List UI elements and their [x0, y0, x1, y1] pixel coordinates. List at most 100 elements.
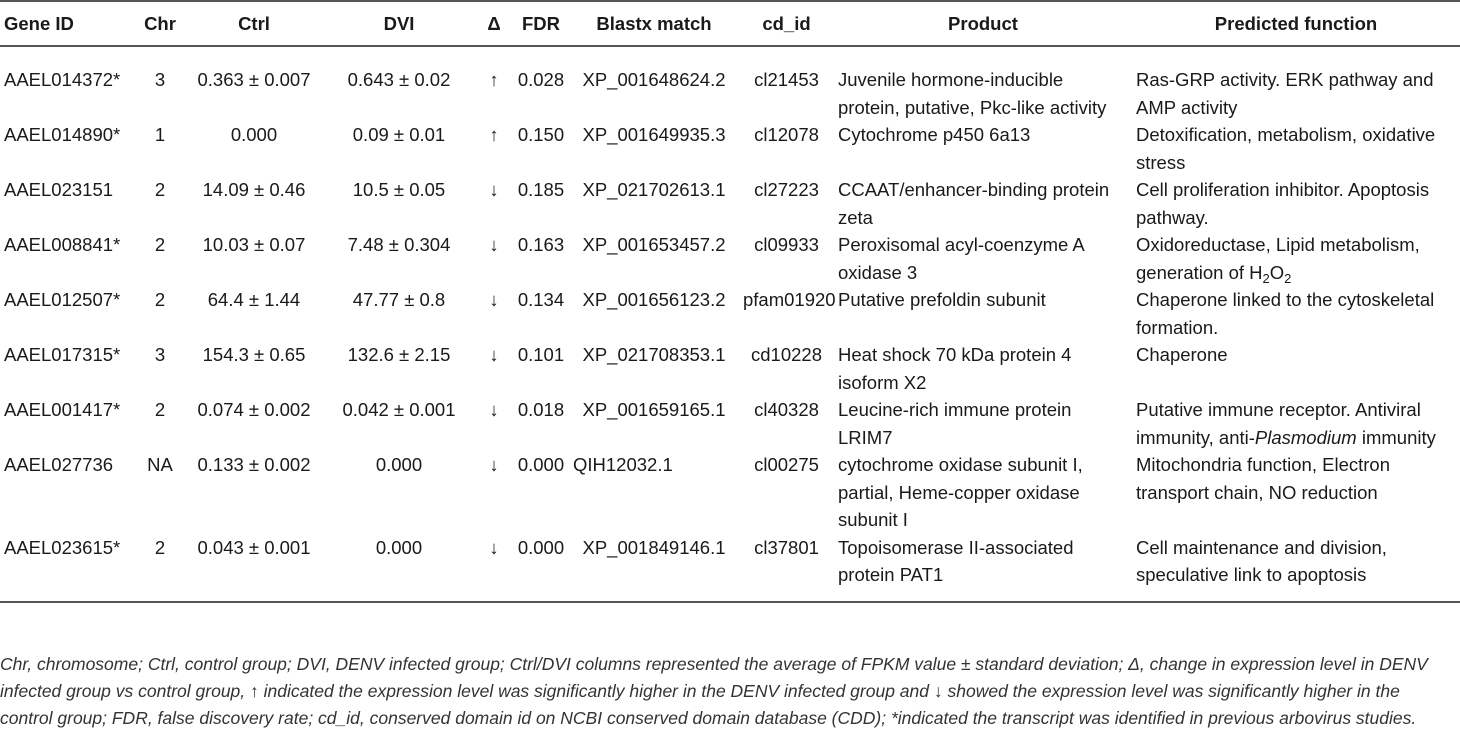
function-text: Putative immune receptor. Antiviral immu…: [1136, 399, 1421, 448]
cell-cd-id: cl12078: [754, 124, 819, 145]
cell-ctrl: 0.000: [230, 124, 278, 145]
table-row: AAEL008841* 2 10.03 ± 0.07 7.48 ± 0.304 …: [0, 231, 1460, 286]
cell-fdr: 0.134: [517, 289, 565, 310]
cell-product: Leucine-rich immune protein LRIM7: [838, 399, 1072, 448]
cell-blastx: XP_021708353.1: [582, 344, 726, 365]
cell-dvi: 0.09 ± 0.01: [352, 124, 446, 145]
cell-dvi: 0.000: [375, 454, 423, 475]
cell-predicted-function: Cell maintenance and division, speculati…: [1132, 533, 1460, 603]
cell-dvi: 0.042 ± 0.001: [342, 399, 456, 420]
cell-fdr: 0.101: [517, 344, 565, 365]
cell-predicted-function: Ras-GRP activity. ERK pathway and AMP ac…: [1136, 69, 1434, 118]
cell-dvi: 132.6 ± 2.15: [347, 344, 451, 365]
cell-fdr: 0.028: [517, 69, 565, 90]
header-product: Product: [834, 0, 1132, 47]
cell-fdr: 0.000: [513, 533, 569, 603]
cell-ctrl: 64.4 ± 1.44: [207, 289, 301, 310]
table-row: AAEL012507* 2 64.4 ± 1.44 47.77 ± 0.8 ↓ …: [0, 286, 1460, 341]
function-text-end: immunity: [1356, 426, 1436, 448]
cell-cd-id: cl09933: [754, 234, 819, 255]
function-italic-text: Plasmodium: [1254, 426, 1357, 448]
header-predicted-function: Predicted function: [1132, 0, 1460, 47]
cell-product: Heat shock 70 kDa protein 4 isoform X2: [838, 344, 1072, 393]
cell-product: Peroxisomal acyl-coenzyme A oxidase 3: [838, 234, 1084, 283]
cell-chr: 3: [154, 344, 166, 365]
cell-chr: 2: [154, 234, 166, 255]
cell-fdr: 0.000: [517, 454, 565, 475]
cell-product: CCAAT/enhancer-binding protein zeta: [838, 179, 1110, 228]
cell-chr: 2: [154, 399, 166, 420]
subscript-2: 2: [1284, 270, 1292, 286]
cell-cd-id: cl27223: [754, 179, 819, 200]
cell-delta: ↓: [489, 399, 499, 420]
table-row: AAEL027736 NA 0.133 ± 0.002 0.000 ↓ 0.00…: [0, 451, 1460, 534]
cell-chr: 2: [135, 533, 185, 603]
cell-delta: ↑: [489, 124, 499, 145]
table-row: AAEL017315* 3 154.3 ± 0.65 132.6 ± 2.15 …: [0, 341, 1460, 396]
cell-blastx: XP_001849146.1: [569, 533, 739, 603]
cell-gene-id: AAEL012507*: [4, 289, 121, 310]
cell-cd-id: cl40328: [754, 399, 819, 420]
header-row: Gene ID Chr Ctrl DVI Δ FDR Blastx match …: [0, 0, 1460, 47]
cell-product: Topoisomerase II-associated protein PAT1: [834, 533, 1132, 603]
cell-predicted-function: Chaperone linked to the cytoskeletal for…: [1136, 289, 1435, 338]
cell-predicted-function: Mitochondria function, Electron transpor…: [1136, 454, 1390, 503]
cell-dvi: 0.000: [323, 533, 475, 603]
cell-ctrl: 10.03 ± 0.07: [202, 234, 306, 255]
cell-gene-id: AAEL023151: [4, 179, 114, 200]
cell-gene-id: AAEL001417*: [4, 399, 121, 420]
table-footnote: Chr, chromosome; Ctrl, control group; DV…: [0, 654, 1428, 728]
cell-fdr: 0.185: [517, 179, 565, 200]
cell-fdr: 0.018: [517, 399, 565, 420]
table-row: AAEL001417* 2 0.074 ± 0.002 0.042 ± 0.00…: [0, 396, 1460, 451]
cell-delta: ↓: [489, 234, 499, 255]
header-chr: Chr: [135, 0, 185, 47]
header-blastx: Blastx match: [569, 0, 739, 47]
cell-ctrl: 0.133 ± 0.002: [197, 454, 311, 475]
header-delta: Δ: [475, 0, 513, 47]
cell-ctrl: 0.043 ± 0.001: [185, 533, 323, 603]
header-dvi: DVI: [323, 0, 475, 47]
cell-delta: ↓: [489, 179, 499, 200]
cell-delta: ↑: [489, 69, 499, 90]
cell-ctrl: 154.3 ± 0.65: [202, 344, 306, 365]
cell-cd-id: cl37801: [739, 533, 834, 603]
cell-gene-id: AAEL014372*: [4, 69, 121, 90]
cell-blastx: XP_001659165.1: [582, 399, 726, 420]
gene-table: Gene ID Chr Ctrl DVI Δ FDR Blastx match …: [0, 0, 1460, 603]
cell-delta: ↓: [475, 533, 513, 603]
cell-chr: 3: [154, 69, 166, 90]
cell-blastx: QIH12032.1: [573, 454, 673, 475]
header-cd-id: cd_id: [739, 0, 834, 47]
cell-delta: ↓: [489, 454, 499, 475]
cell-chr: 2: [154, 179, 166, 200]
cell-gene-id: AAEL017315*: [4, 344, 121, 365]
cell-product: Juvenile hormone-inducible protein, puta…: [838, 69, 1107, 118]
cell-gene-id: AAEL014890*: [4, 124, 121, 145]
cell-product: Putative prefoldin subunit: [838, 289, 1046, 310]
cell-blastx: XP_021702613.1: [582, 179, 726, 200]
cell-blastx: XP_001649935.3: [582, 124, 726, 145]
cell-predicted-function: Chaperone: [1136, 344, 1228, 365]
cell-predicted-function: Cell proliferation inhibitor. Apoptosis …: [1136, 179, 1430, 228]
cell-gene-id: AAEL027736: [4, 454, 114, 475]
header-fdr: FDR: [513, 0, 569, 47]
table-row: AAEL014372* 3 0.363 ± 0.007 0.643 ± 0.02…: [0, 46, 1460, 121]
subscript-2: 2: [1262, 270, 1270, 286]
cell-dvi: 7.48 ± 0.304: [347, 234, 451, 255]
cell-chr: 1: [154, 124, 166, 145]
cell-delta: ↓: [489, 344, 499, 365]
header-ctrl: Ctrl: [185, 0, 323, 47]
cell-ctrl: 0.363 ± 0.007: [197, 69, 311, 90]
cell-blastx: XP_001656123.2: [582, 289, 726, 310]
cell-fdr: 0.163: [517, 234, 565, 255]
cell-ctrl: 0.074 ± 0.002: [197, 399, 311, 420]
table-row: AAEL023151 2 14.09 ± 0.46 10.5 ± 0.05 ↓ …: [0, 176, 1460, 231]
cell-cd-id: cl00275: [754, 454, 819, 475]
function-text-o: O: [1269, 261, 1285, 283]
cell-predicted-function: Oxidoreductase, Lipid metabolism, genera…: [1132, 231, 1460, 286]
cell-cd-id: cd10228: [751, 344, 822, 365]
table-row: AAEL014890* 1 0.000 0.09 ± 0.01 ↑ 0.150 …: [0, 121, 1460, 176]
cell-dvi: 0.643 ± 0.02: [347, 69, 451, 90]
cell-product: cytochrome oxidase subunit I, partial, H…: [838, 454, 1083, 530]
